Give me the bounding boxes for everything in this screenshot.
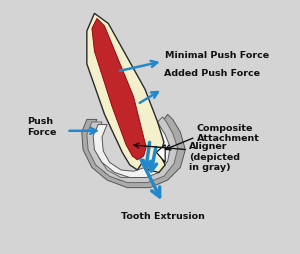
- Polygon shape: [82, 114, 185, 188]
- Text: Minimal Push Force: Minimal Push Force: [165, 51, 269, 59]
- Polygon shape: [92, 18, 146, 160]
- Polygon shape: [156, 145, 165, 162]
- Polygon shape: [87, 117, 178, 183]
- Polygon shape: [87, 13, 165, 172]
- Text: Composite
Attachment: Composite Attachment: [197, 124, 260, 143]
- Text: Push
Force: Push Force: [28, 117, 57, 137]
- Polygon shape: [93, 119, 170, 178]
- Text: Aligner
(depicted
in gray): Aligner (depicted in gray): [189, 142, 240, 172]
- Text: Added Push Force: Added Push Force: [164, 69, 260, 78]
- Text: Tooth Extrusion: Tooth Extrusion: [121, 212, 205, 221]
